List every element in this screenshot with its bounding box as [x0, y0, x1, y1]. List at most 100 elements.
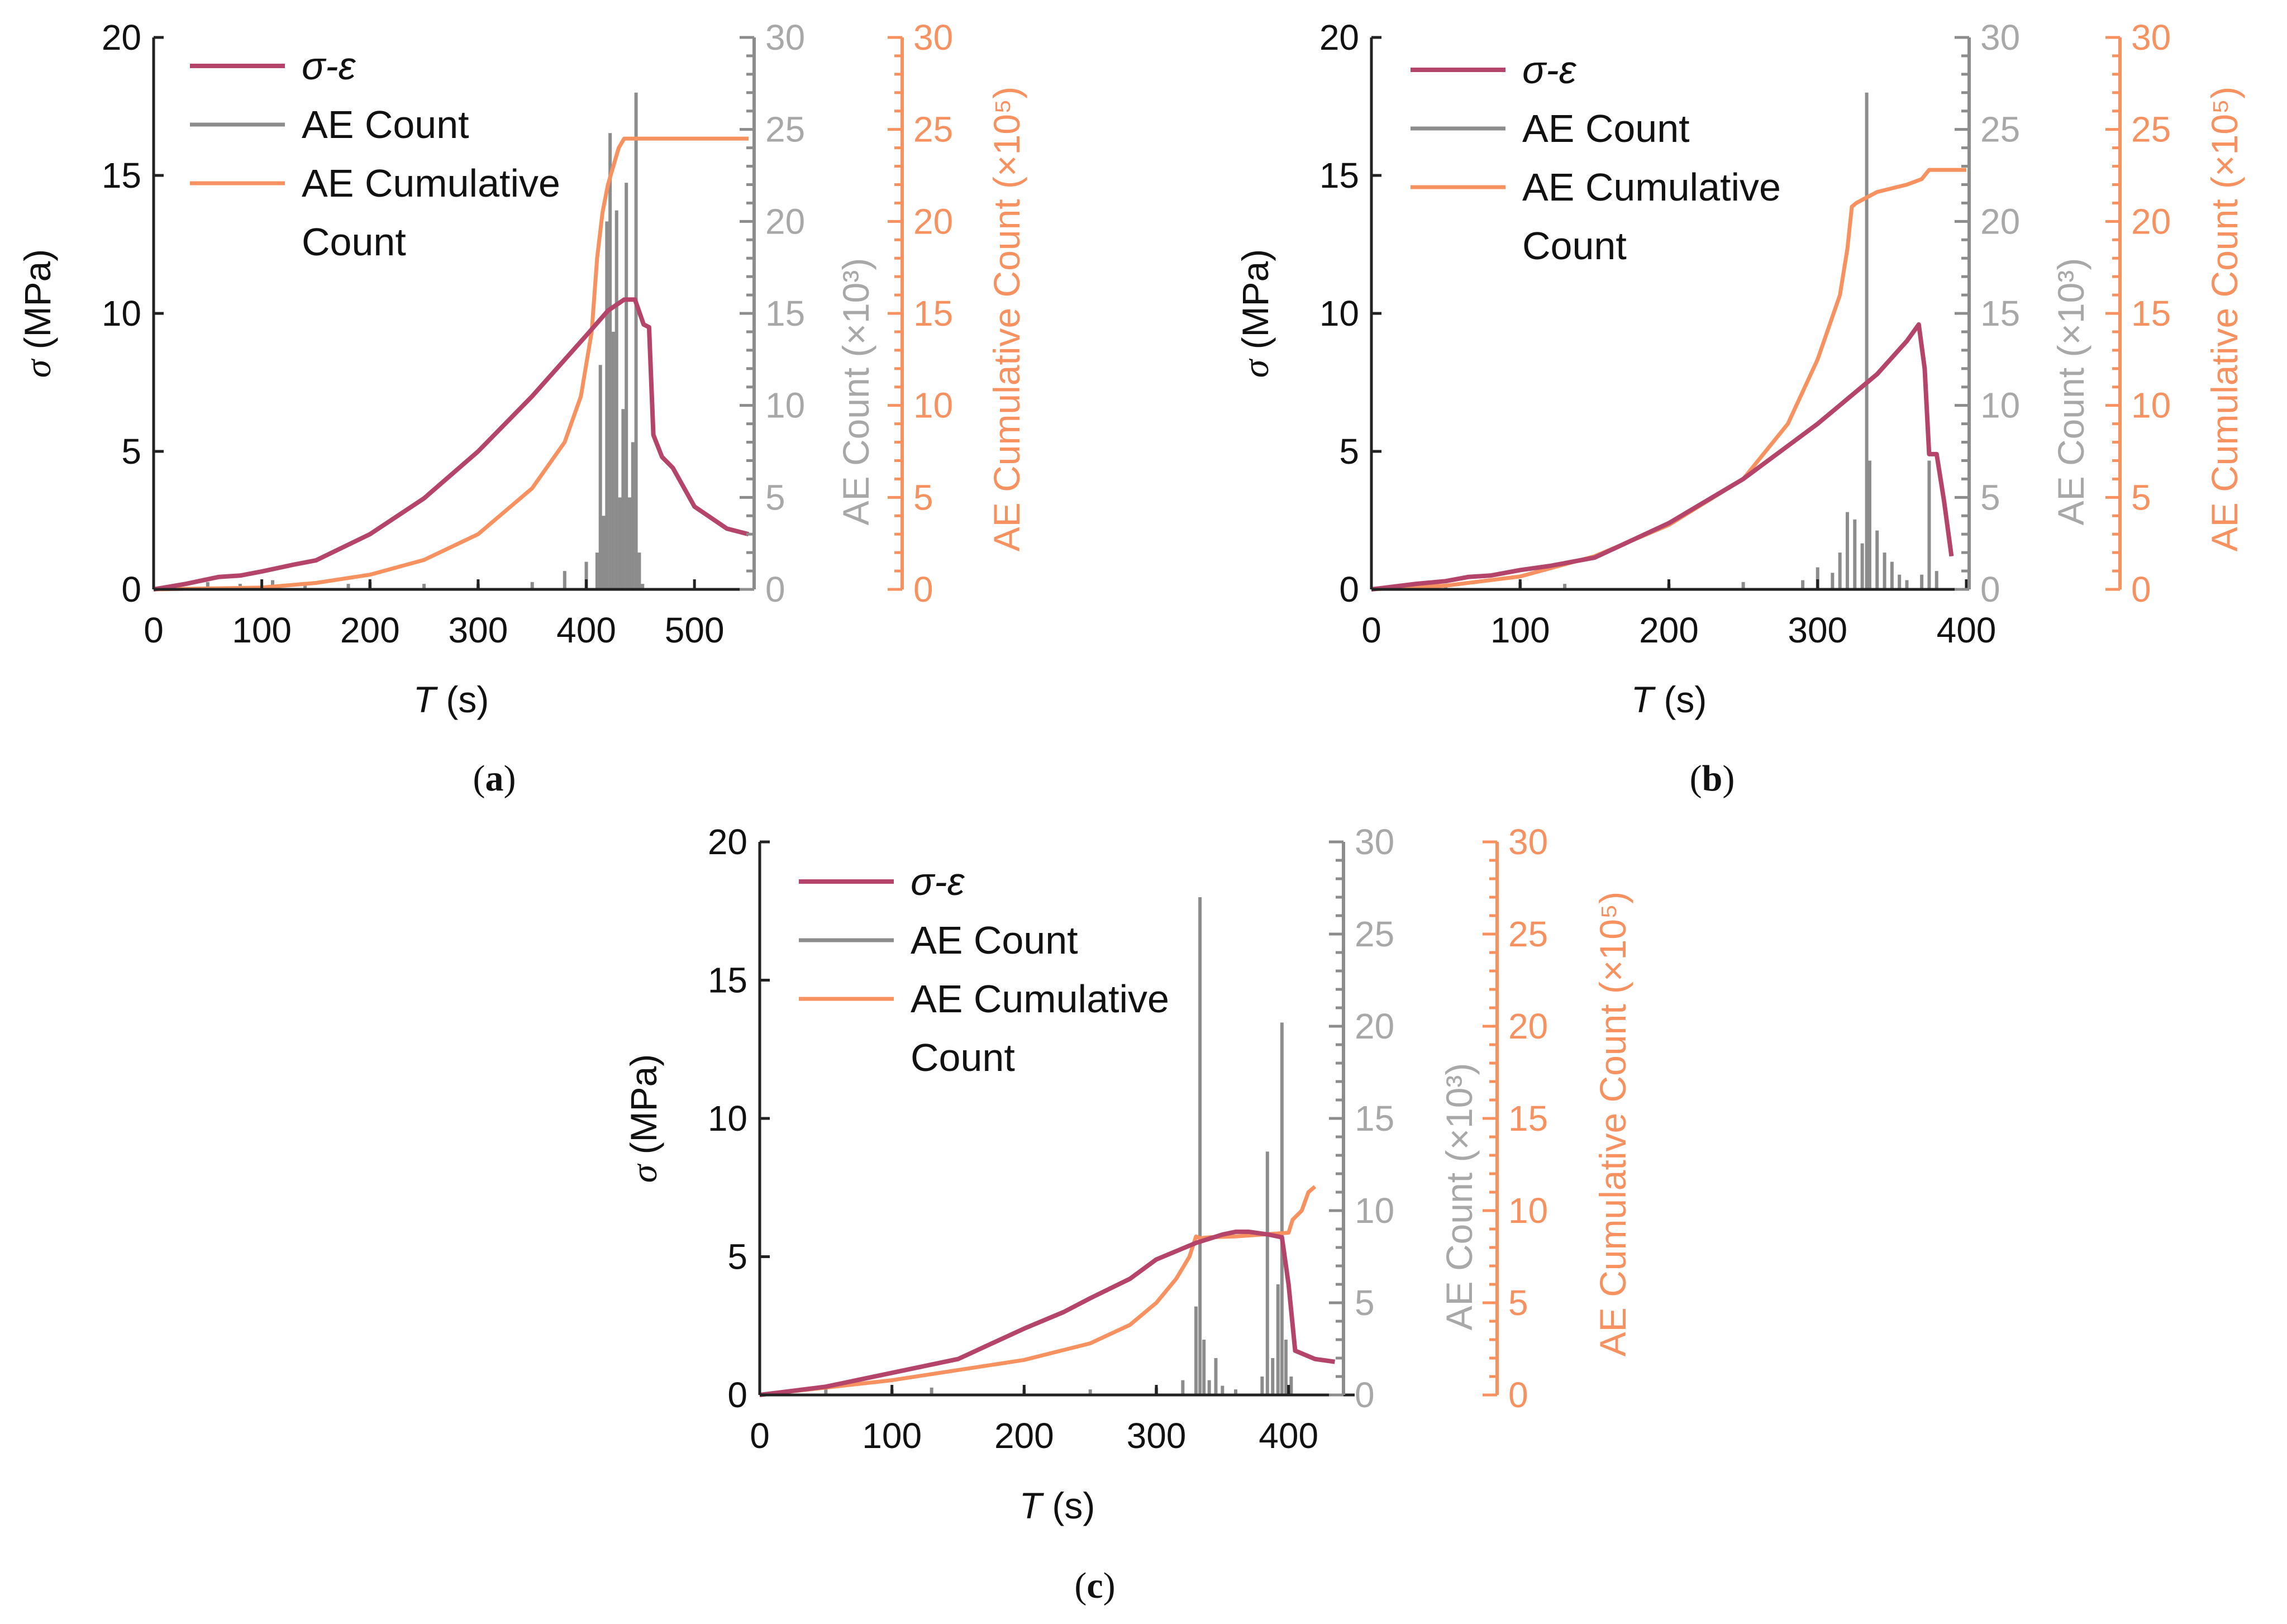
legend: σ-ε AE Count AE Cumulative Count [799, 860, 1169, 1079]
x-tick-label: 0 [144, 610, 164, 650]
x-tick-label: 300 [1127, 1416, 1187, 1456]
stress-strain-series [1371, 322, 1954, 592]
y-ae-cumulative-tick-label: 0 [1508, 1375, 1528, 1415]
y-left-tick-label: 10 [102, 293, 141, 334]
legend-ae-cumulative-label: AE Cumulative [302, 161, 560, 205]
ae-cumulative-series [1371, 168, 1966, 592]
y-ae-count-tick-label: 15 [1980, 293, 2020, 334]
x-axis-title: T (s) [1631, 679, 1707, 720]
y-ae-cumulative-tick-label: 0 [913, 569, 933, 609]
y-ae-cumulative-tick-label: 30 [913, 17, 953, 58]
legend-ae-cumulative-label-line2: Count [1522, 224, 1627, 268]
y-left-tick-label: 10 [1319, 293, 1359, 334]
y-ae-count-tick-label: 30 [765, 17, 805, 58]
y-left-axis-title: σ (MPa) [623, 1054, 665, 1183]
y-ae-count-tick-label: 25 [1980, 109, 2020, 150]
legend-stress-label: σ-ε [1522, 48, 1577, 92]
x-tick-label: 0 [750, 1416, 770, 1456]
y-ae-count-tick-label: 10 [1980, 385, 2020, 426]
y-ae-count-tick-label: 15 [765, 293, 805, 334]
y-ae-count-tick-label: 20 [1980, 201, 2020, 241]
ae-count-series [760, 897, 1355, 1397]
x-tick-label: 200 [340, 610, 400, 650]
y-ae-cumulative-tick-label: 5 [2131, 477, 2151, 517]
x-tick-label: 200 [1639, 610, 1699, 650]
y-left-tick-label: 10 [708, 1098, 747, 1139]
x-tick-label: 100 [232, 610, 292, 650]
y-ae-cumulative-tick-label: 25 [913, 109, 953, 150]
legend: σ-ε AE Count AE Cumulative Count [190, 44, 560, 264]
y-ae-count-tick-label: 20 [1355, 1006, 1394, 1046]
x-tick-label: 100 [862, 1416, 922, 1456]
ae-cumulative-series [759, 1185, 1317, 1397]
y-left-tick-label: 0 [727, 1375, 747, 1415]
y-ae-cumulative-tick-label: 30 [1508, 822, 1548, 862]
y-ae-cumulative-tick-label: 30 [2131, 17, 2171, 58]
y-ae-cumulative-tick-label: 20 [1508, 1006, 1548, 1046]
legend: σ-ε AE Count AE Cumulative Count [1411, 48, 1781, 268]
y-ae-count-axis-title: AE Count (×10³) [2050, 258, 2091, 526]
y-ae-count-tick-label: 20 [765, 201, 805, 241]
y-ae-count-tick-label: 30 [1355, 822, 1394, 862]
y-ae-cumulative-tick-label: 25 [1508, 914, 1548, 954]
y-ae-count-tick-label: 10 [765, 385, 805, 426]
y-ae-cumulative-tick-label: 10 [1508, 1190, 1548, 1231]
y-ae-count-tick-label: 5 [1355, 1283, 1375, 1323]
y-ae-count-tick-label: 0 [1355, 1375, 1375, 1415]
y-ae-count-tick-label: 0 [1980, 569, 2000, 609]
y-left-tick-label: 20 [102, 17, 141, 58]
y-left-tick-label: 15 [1319, 155, 1359, 196]
y-ae-count-tick-label: 5 [1980, 477, 2000, 517]
y-left-tick-label: 20 [1319, 17, 1359, 58]
x-tick-label: 500 [665, 610, 725, 650]
y-ae-cumulative-tick-label: 20 [913, 201, 953, 241]
y-ae-count-tick-label: 0 [765, 569, 785, 609]
y-left-tick-label: 15 [102, 155, 141, 196]
x-tick-label: 300 [1788, 610, 1847, 650]
y-ae-cumulative-tick-label: 20 [2131, 201, 2171, 241]
y-ae-count-tick-label: 5 [765, 477, 785, 517]
y-left-tick-label: 0 [1339, 569, 1359, 609]
x-tick-label: 300 [449, 610, 508, 650]
y-ae-cumulative-tick-label: 15 [2131, 293, 2171, 334]
y-ae-cumulative-tick-label: 10 [2131, 385, 2171, 426]
panel-label: (b) [1690, 758, 1735, 799]
legend-ae-count-label: AE Count [302, 103, 469, 146]
legend-ae-cumulative-label: AE Cumulative [1522, 165, 1781, 209]
stress-strain-series [153, 297, 749, 592]
y-left-tick-label: 5 [1339, 431, 1359, 472]
legend-ae-count-label: AE Count [1522, 107, 1690, 150]
panel-label: (a) [473, 758, 516, 799]
x-axis-title: T (s) [1019, 1485, 1095, 1526]
legend-stress-label: σ-ε [911, 860, 965, 903]
y-ae-cumulative-tick-label: 25 [2131, 109, 2171, 150]
y-ae-cumulative-tick-label: 15 [1508, 1098, 1548, 1139]
y-left-axis-title: σ (MPa) [17, 249, 59, 378]
y-ae-cumulative-tick-label: 0 [2131, 569, 2151, 609]
legend-ae-cumulative-label-line2: Count [911, 1036, 1015, 1079]
y-left-tick-label: 15 [708, 960, 747, 1001]
y-ae-cumulative-tick-label: 10 [913, 385, 953, 426]
x-tick-label: 400 [1259, 1416, 1318, 1456]
y-ae-count-tick-label: 15 [1355, 1098, 1394, 1139]
y-ae-cumulative-axis-title: AE Cumulative Count (×10⁵) [1592, 892, 1633, 1357]
ae-cumulative-series [153, 136, 749, 592]
y-left-tick-label: 5 [121, 431, 141, 472]
x-tick-label: 400 [556, 610, 616, 650]
y-left-axis-title: σ (MPa) [1235, 249, 1276, 378]
y-ae-count-axis-title: AE Count (×10³) [835, 258, 876, 526]
y-left-tick-label: 0 [121, 569, 141, 609]
stress-strain-series [759, 1229, 1336, 1397]
y-left-tick-label: 5 [727, 1237, 747, 1277]
y-left-tick-label: 20 [708, 822, 747, 862]
y-ae-cumulative-tick-label: 5 [913, 477, 933, 517]
y-ae-cumulative-tick-label: 5 [1508, 1283, 1528, 1323]
y-ae-count-tick-label: 10 [1355, 1190, 1394, 1231]
y-ae-cumulative-axis-title: AE Cumulative Count (×10⁵) [986, 87, 1027, 552]
x-tick-label: 200 [994, 1416, 1054, 1456]
legend-ae-cumulative-label: AE Cumulative [911, 977, 1169, 1021]
ae-count-series [154, 92, 749, 591]
